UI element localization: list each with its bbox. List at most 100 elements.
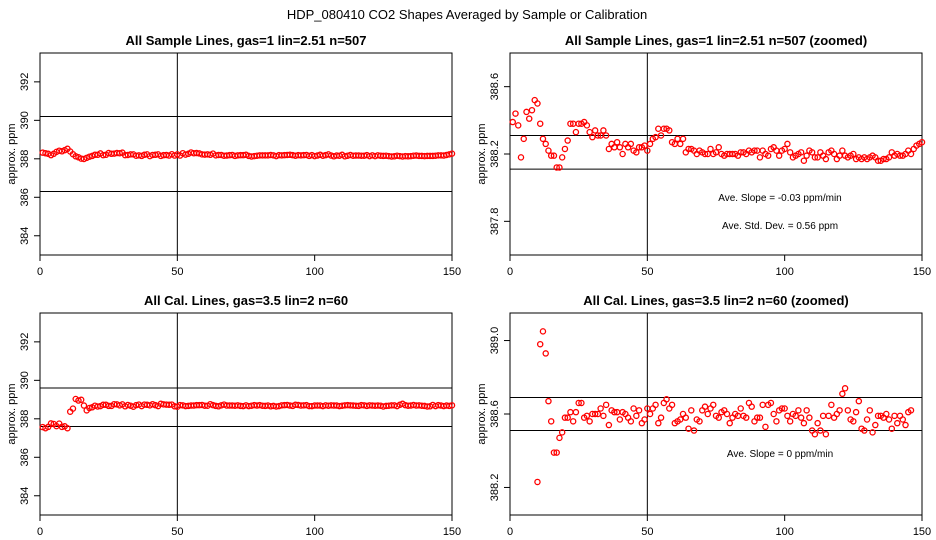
data-point: [767, 399, 775, 407]
x-tick-label: 100: [305, 266, 323, 278]
data-point: [539, 328, 547, 335]
data-point: [94, 403, 101, 410]
data-point: [869, 429, 876, 436]
data-point: [896, 152, 904, 159]
data-point: [556, 164, 563, 171]
data-point: [737, 405, 744, 412]
data-point: [753, 414, 761, 421]
data-point: [880, 155, 887, 163]
data-point: [861, 427, 868, 434]
data-point: [572, 128, 580, 136]
x-tick-label: 150: [913, 266, 931, 278]
data-point: [556, 434, 563, 442]
data-point: [792, 412, 799, 420]
data-point: [775, 152, 783, 159]
y-tick-label: 390: [19, 111, 31, 129]
x-tick-label: 150: [913, 526, 931, 538]
data-point: [814, 154, 821, 161]
data-point: [814, 419, 821, 427]
data-point: [828, 401, 835, 409]
data-point: [808, 149, 816, 156]
panel-title: All Cal. Lines, gas=3.5 lin=2 n=60 (zoom…: [583, 293, 849, 308]
y-axis-label: approx. ppm: [476, 123, 488, 184]
data-point: [800, 157, 808, 164]
x-tick-label: 100: [305, 526, 323, 538]
data-points: [39, 395, 456, 432]
data-point: [825, 412, 832, 420]
data-point: [852, 408, 860, 416]
data-point: [561, 414, 569, 421]
data-point: [105, 402, 112, 410]
data-point: [891, 412, 898, 420]
data-point: [762, 423, 769, 431]
data-point: [902, 421, 909, 429]
data-point: [633, 412, 640, 420]
data-point: [701, 150, 709, 158]
data-point: [525, 115, 533, 122]
data-point: [811, 430, 819, 438]
data-point: [47, 420, 55, 427]
data-point: [446, 151, 453, 158]
data-point: [737, 149, 744, 156]
data-point: [644, 147, 651, 154]
data-point: [627, 418, 635, 425]
data-point: [602, 132, 610, 139]
data-point: [586, 128, 593, 136]
data-point: [124, 401, 132, 409]
data-point: [907, 407, 915, 414]
data-point: [520, 135, 527, 143]
data-point: [589, 133, 596, 141]
data-point: [542, 350, 549, 357]
data-point: [75, 397, 82, 404]
data-point: [602, 401, 610, 409]
data-point: [918, 138, 926, 146]
data-point: [536, 340, 544, 348]
data-point: [627, 140, 635, 148]
data-point: [523, 108, 530, 116]
data-point: [600, 127, 607, 134]
data-point: [786, 149, 794, 156]
data-point: [682, 414, 690, 421]
y-tick-label: 386: [19, 448, 31, 466]
panel-title: All Sample Lines, gas=1 lin=2.51 n=507 (…: [565, 33, 867, 48]
data-point: [448, 150, 456, 157]
y-tick-label: 392: [19, 73, 31, 91]
y-tick-label: 384: [19, 487, 31, 505]
data-point: [786, 418, 794, 425]
data-point: [583, 122, 591, 129]
data-point: [547, 418, 555, 425]
data-point: [424, 403, 431, 410]
data-point: [509, 118, 516, 126]
data-point: [907, 150, 915, 158]
data-point: [564, 137, 571, 144]
data-point: [690, 427, 698, 434]
data-point: [751, 147, 758, 154]
data-point: [715, 144, 722, 151]
data-point: [781, 405, 788, 412]
data-point: [707, 145, 714, 153]
data-point: [781, 145, 788, 153]
data-point: [542, 140, 549, 148]
data-point: [553, 449, 560, 456]
data-point: [784, 412, 791, 420]
data-point: [677, 140, 684, 148]
x-tick-label: 50: [641, 526, 653, 538]
data-point: [64, 424, 71, 432]
data-point: [517, 154, 525, 161]
data-point: [619, 150, 626, 158]
data-point: [547, 152, 555, 159]
data-point: [657, 414, 665, 421]
data-point: [803, 407, 810, 414]
data-point: [550, 152, 558, 159]
data-point: [630, 405, 637, 412]
data-point: [564, 414, 571, 421]
data-point: [611, 408, 618, 416]
data-point: [894, 419, 901, 427]
data-point: [677, 416, 684, 423]
data-point: [855, 397, 863, 405]
data-point: [652, 401, 659, 409]
data-point: [778, 405, 786, 412]
y-tick-label: 390: [19, 371, 31, 389]
plot-frame: [39, 312, 453, 516]
y-axis-label: approx. ppm: [476, 383, 488, 444]
